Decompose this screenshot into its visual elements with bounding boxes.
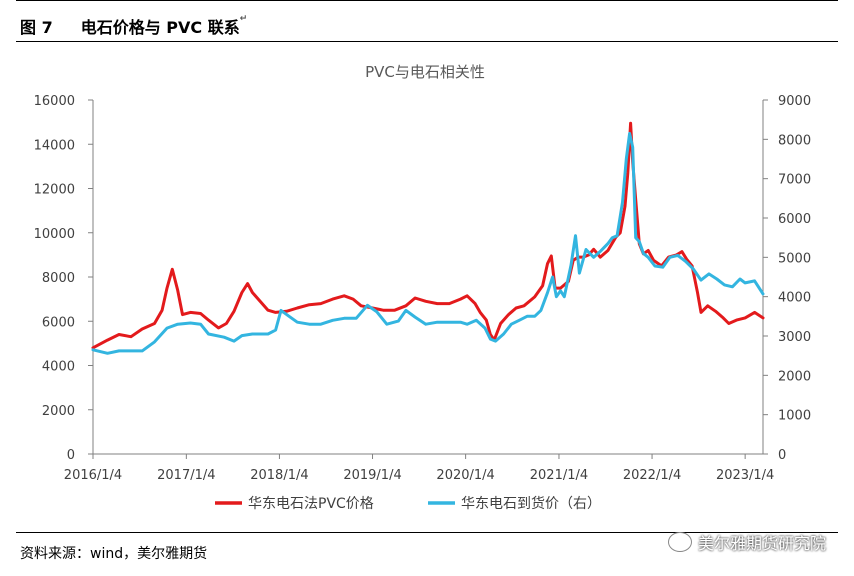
- y-right-tick-label: 5000: [778, 251, 811, 266]
- wechat-logo-icon: [667, 532, 692, 552]
- x-tick-label: 2022/1/4: [623, 468, 681, 483]
- x-tick-label: 2020/1/4: [436, 468, 494, 483]
- x-tick-label: 2017/1/4: [157, 468, 215, 483]
- y-left-tick-label: 8000: [42, 271, 75, 286]
- x-tick-label: 2016/1/4: [64, 468, 122, 483]
- chart-title: PVC与电石相关性: [365, 63, 485, 81]
- y-right-tick-label: 9000: [778, 94, 811, 109]
- legend-label-carbide: 华东电石到货价（右）: [461, 495, 601, 512]
- top-rule: [16, 0, 838, 1]
- series-line-carbide-price: [91, 131, 765, 355]
- y-left-tick-label: 16000: [34, 94, 75, 109]
- y-right-tick-label: 1000: [778, 409, 811, 424]
- y-left-tick-label: 4000: [42, 360, 75, 375]
- chart-svg: PVC与电石相关性 020004000600080001000012000140…: [34, 63, 811, 512]
- y-right-tick-label: 8000: [778, 133, 811, 148]
- figure-number: 图 7: [20, 18, 53, 37]
- y-right-tick-label: 0: [778, 448, 786, 463]
- figure-title: 电石价格与 PVC 联系: [80, 18, 240, 37]
- y-left-tick-label: 2000: [42, 404, 75, 419]
- y-left-tick-label: 10000: [34, 227, 75, 242]
- x-tick-label: 2021/1/4: [530, 468, 588, 483]
- watermark: 美尔雅期货研究院: [667, 530, 826, 554]
- y-right-tick-label: 6000: [778, 212, 811, 227]
- y-left-tick-label: 0: [67, 448, 75, 463]
- legend-label-pvc: 华东电石法PVC价格: [248, 496, 374, 512]
- axes: 0 2000 4000 6000 8000 10000 12000 14000 16000 0 10…: [34, 94, 811, 483]
- watermark-text: 美尔雅期货研究院: [697, 534, 826, 553]
- series-layer: [91, 121, 765, 355]
- y-right-tick-label: 4000: [778, 291, 811, 306]
- series-line-pvc-price: [91, 121, 765, 350]
- x-tick-label: 2018/1/4: [250, 468, 308, 483]
- heading-rule: [16, 41, 838, 42]
- y-right-tick-label: 3000: [778, 330, 811, 345]
- footer-rule: [16, 532, 838, 533]
- x-tick-label: 2023/1/4: [716, 468, 774, 483]
- legend: 华东电石法PVC价格 华东电石到货价（右）: [215, 495, 601, 512]
- y-right-tick-label: 2000: [778, 369, 811, 384]
- y-left-tick-label: 6000: [42, 315, 75, 330]
- y-right-tick-label: 7000: [778, 173, 811, 188]
- y-left-tick-label: 14000: [34, 138, 75, 153]
- source-note: 资料来源：wind，美尔雅期货: [20, 546, 208, 562]
- x-tick-label: 2019/1/4: [343, 468, 401, 483]
- paragraph-mark-icon: ↵: [239, 14, 248, 24]
- y-left-tick-label: 12000: [34, 183, 75, 198]
- figure-heading: 图 7 电石价格与 PVC 联系 ↵: [20, 14, 247, 38]
